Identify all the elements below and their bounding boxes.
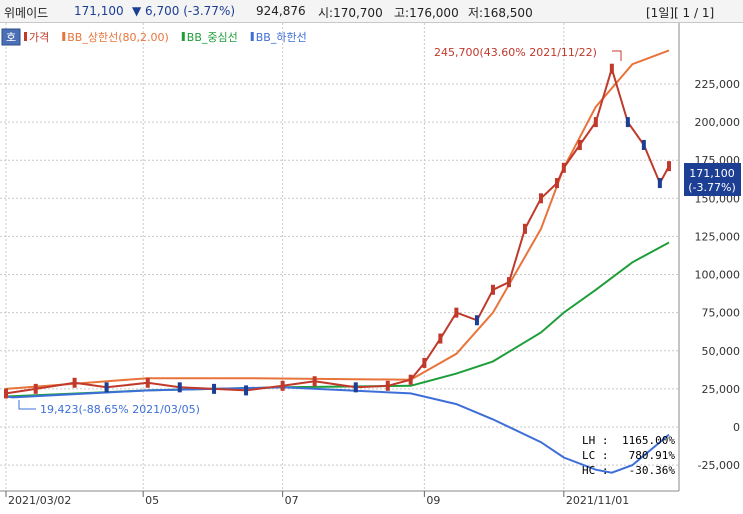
- series-line-1: [5, 49, 670, 390]
- current-price-box: 171,100 (-3.77%): [684, 163, 741, 196]
- price-candle: [657, 178, 662, 189]
- price-candle: [385, 380, 390, 391]
- price-candle: [177, 382, 182, 393]
- legend-swatch: [250, 32, 254, 41]
- legend: 호 가격 BB_상한선(80,2.00) BB_중심선 BB_하한선: [1, 28, 307, 46]
- low-price: 저:168,500: [468, 6, 533, 20]
- series-lines: [5, 49, 670, 474]
- tag-button-label[interactable]: 호: [6, 31, 16, 44]
- price-candle: [212, 383, 217, 394]
- current-price-box-value: 171,100: [689, 167, 735, 180]
- y-tick-label: 200,000: [695, 116, 741, 129]
- y-tick-label: 225,000: [695, 78, 741, 91]
- current-price-box-bg: [684, 163, 741, 196]
- grid: [0, 23, 679, 491]
- price-candle: [4, 388, 8, 399]
- low-annotation: 19,423(-88.65% 2021/03/05): [18, 400, 200, 416]
- y-tick-label: 75,000: [702, 307, 741, 320]
- y-tick-label: 25,000: [702, 383, 741, 396]
- legend-label: BB_하한선: [256, 30, 307, 44]
- y-tick-label: 50,000: [702, 345, 741, 358]
- stock-name[interactable]: 위메이드: [4, 6, 49, 20]
- pagination[interactable]: [1일][ 1 / 1]: [646, 6, 715, 20]
- x-tick-label: 2021/03/02: [8, 494, 71, 507]
- price-candle: [72, 377, 77, 388]
- price-candle: [454, 307, 459, 318]
- stat-hc-value: -30.36%: [629, 464, 676, 477]
- x-axis: 2021/03/02 05 07 09 2021/11/01: [5, 491, 629, 507]
- price-candle: [641, 139, 646, 150]
- price-candle: [474, 315, 479, 326]
- price-candle: [561, 162, 566, 173]
- low-annotation-arrow: [18, 400, 36, 410]
- price-candle: [522, 223, 527, 234]
- price-candle: [33, 383, 38, 394]
- stat-lh-label: LH :: [582, 434, 609, 447]
- open-price: 시:170,700: [318, 6, 383, 20]
- legend-swatch: [24, 32, 27, 41]
- price-candle: [145, 377, 150, 388]
- y-tick-label: 0: [733, 421, 740, 434]
- price-candle: [422, 357, 427, 368]
- price-candle: [538, 193, 543, 204]
- stat-lh-value: 1165.00%: [622, 434, 675, 447]
- price-candle: [280, 380, 285, 391]
- stat-lc-label: LC :: [582, 449, 609, 462]
- stat-lc-value: 780.91%: [629, 449, 676, 462]
- high-annotation: 245,700(43.60% 2021/11/22): [434, 46, 622, 61]
- legend-swatch: [62, 32, 66, 41]
- price-change: ▼ 6,700 (-3.77%): [132, 4, 236, 18]
- high-annotation-arrow: [612, 50, 622, 61]
- price-line: [5, 65, 670, 395]
- price-candle: [667, 161, 671, 172]
- stats-panel: LH : 1165.00% LC : 780.91% HC : -30.36%: [582, 434, 675, 477]
- y-tick-label: 125,000: [695, 230, 741, 243]
- quote-header: 위메이드 171,100 ▼ 6,700 (-3.77%) 924,876 시:…: [0, 0, 743, 23]
- x-tick-label: 07: [285, 494, 299, 507]
- legend-label: BB_중심선: [187, 31, 238, 44]
- legend-label: BB_상한선(80,2.00): [67, 31, 169, 44]
- series-line-3: [5, 386, 670, 474]
- high-price: 고:176,000: [394, 6, 459, 20]
- current-price: 171,100: [74, 4, 124, 18]
- current-price-box-change: (-3.77%): [688, 181, 736, 194]
- price-candle: [312, 376, 317, 387]
- price-candle: [353, 382, 358, 393]
- x-tick-label: 2021/11/01: [566, 494, 629, 507]
- price-candle: [593, 117, 598, 128]
- price-candle: [408, 374, 413, 385]
- price-candle: [438, 333, 443, 344]
- price-candle: [490, 284, 495, 295]
- y-tick-label: -25,000: [698, 459, 740, 472]
- high-annotation-text: 245,700(43.60% 2021/11/22): [434, 46, 597, 59]
- price-candle: [609, 63, 614, 74]
- price-candle: [244, 385, 249, 396]
- legend-swatch: [181, 32, 185, 41]
- price-candle: [554, 178, 559, 189]
- chart-area: 225,000200,000175,000150,000125,000100,0…: [0, 23, 743, 514]
- price-candle: [577, 139, 582, 150]
- price-candle: [104, 382, 109, 393]
- price-candle: [506, 277, 511, 288]
- price-candles: [4, 63, 671, 399]
- y-tick-label: 100,000: [695, 269, 741, 282]
- price-candle: [625, 117, 630, 128]
- x-tick-label: 05: [145, 494, 159, 507]
- volume: 924,876: [256, 4, 306, 18]
- stat-hc-label: HC :: [582, 464, 609, 477]
- tag-button[interactable]: [1, 28, 21, 46]
- low-annotation-text: 19,423(-88.65% 2021/03/05): [40, 403, 200, 416]
- legend-label: 가격: [29, 31, 49, 44]
- x-tick-label: 09: [426, 494, 440, 507]
